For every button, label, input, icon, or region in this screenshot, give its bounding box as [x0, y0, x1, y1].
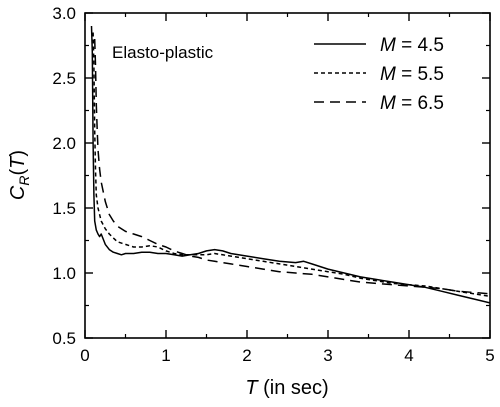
- x-tick-label: 4: [404, 346, 413, 365]
- legend-value: 4.5: [417, 35, 443, 56]
- y-axis-open: (: [7, 168, 29, 175]
- series-line-6.5: [93, 38, 490, 295]
- legend-value: 5.5: [417, 64, 443, 85]
- x-axis-rest: (in sec): [258, 377, 329, 399]
- series-line-5.5: [92, 32, 490, 298]
- y-axis-arg: T: [7, 155, 29, 169]
- y-tick-label: 3.0: [52, 4, 76, 23]
- x-tick-label: 3: [323, 346, 332, 365]
- legend-var: M: [380, 35, 396, 56]
- x-axis-var: T: [245, 377, 259, 399]
- tick-labels: 0 1 2 3 4 5 0.5 1.0 1.5 2.0 2.5 3.0: [52, 4, 494, 365]
- legend-value: 6.5: [417, 93, 443, 114]
- series-layer: [90, 25, 490, 304]
- y-tick-label: 2.5: [52, 69, 76, 88]
- annotation: Elasto-plastic: [112, 43, 214, 62]
- plot-area: 0 1 2 3 4 5 0.5 1.0 1.5 2.0 2.5 3.0: [52, 4, 494, 365]
- legend-label: M = 5.5: [380, 64, 444, 85]
- legend-op: =: [396, 35, 418, 56]
- x-axis-title: T (in sec): [245, 377, 328, 399]
- legend: M = 4.5M = 5.5M = 6.5: [314, 35, 444, 114]
- legend-label: M = 4.5: [380, 35, 444, 56]
- x-tick-label: 2: [242, 346, 251, 365]
- y-tick-label: 1.0: [52, 264, 76, 283]
- y-axis-title: CR(T): [7, 150, 32, 200]
- legend-op: =: [396, 93, 418, 114]
- x-tick-label: 5: [485, 346, 494, 365]
- y-axis-close: ): [7, 150, 29, 157]
- y-axis-main: C: [7, 185, 29, 200]
- x-tick-label: 1: [161, 346, 170, 365]
- x-tick-label: 0: [80, 346, 89, 365]
- ticks: [84, 12, 491, 339]
- y-tick-label: 2.0: [52, 134, 76, 153]
- y-axis-sub: R: [16, 175, 32, 185]
- legend-label: M = 6.5: [380, 93, 444, 114]
- legend-var: M: [380, 93, 396, 114]
- legend-op: =: [396, 64, 418, 85]
- legend-var: M: [380, 64, 396, 85]
- y-tick-label: 0.5: [52, 329, 76, 348]
- y-tick-label: 1.5: [52, 199, 76, 218]
